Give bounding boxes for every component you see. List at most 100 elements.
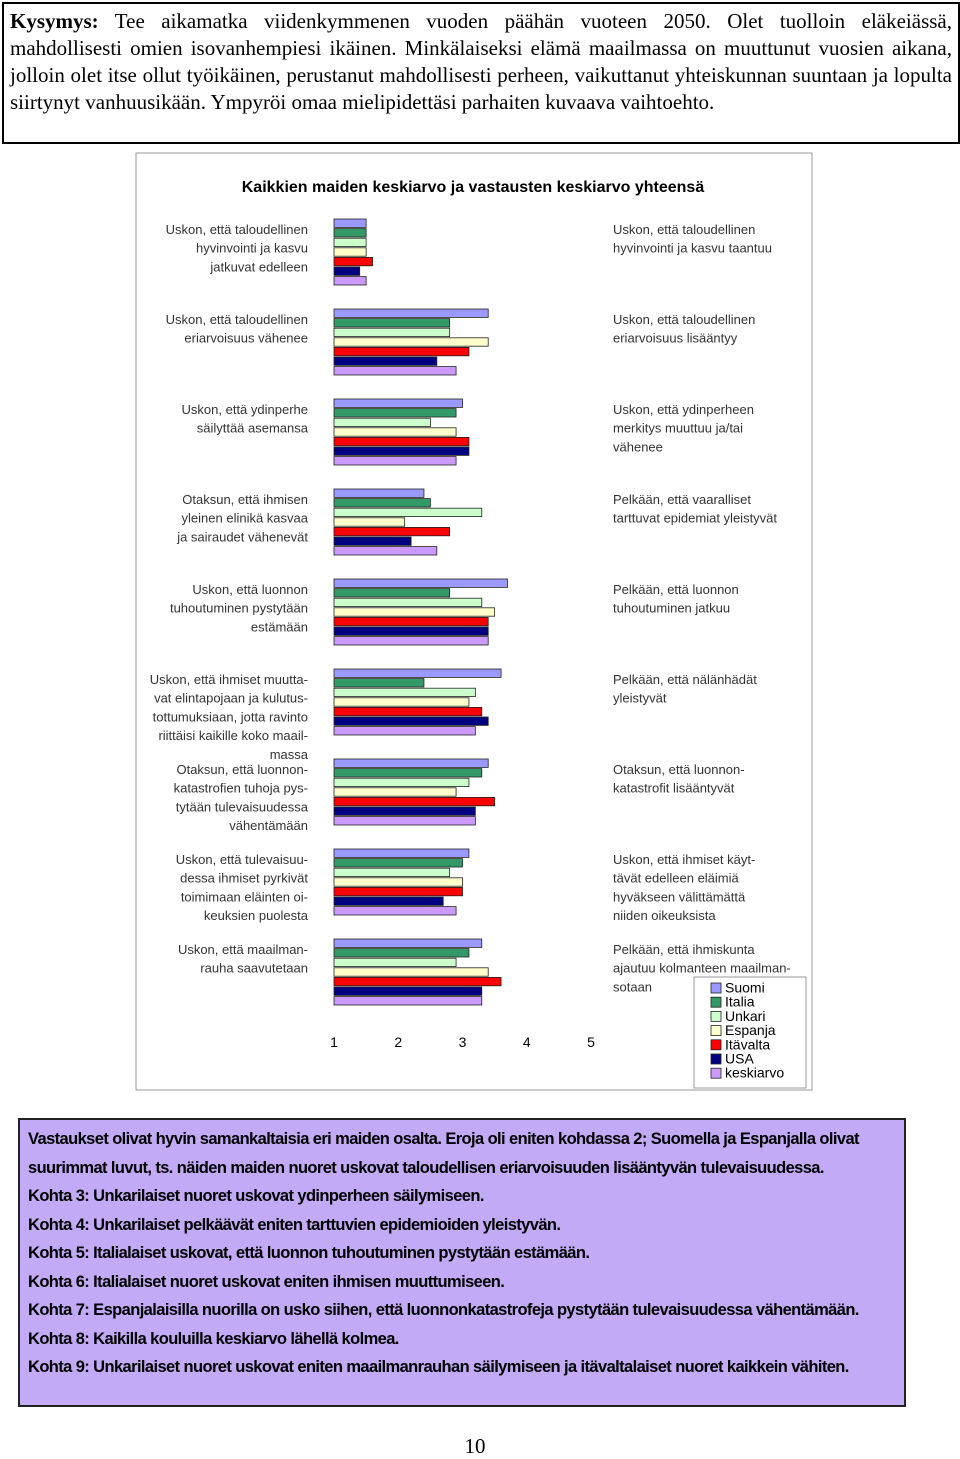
bar (333, 848, 470, 858)
left-label: Otaksun, että luonnon- (176, 762, 308, 777)
legend-label: USA (725, 1051, 754, 1067)
left-label: yleinen elinikä kasvaa (182, 511, 309, 526)
right-label: merkitys muuttuu ja/tai (613, 421, 743, 436)
summary-line: Kohta 7: Espanjalaisilla nuorilla on usk… (28, 1301, 859, 1319)
summary-line: Kohta 4: Unkarilaiset pelkäävät eniten t… (28, 1215, 561, 1234)
bar (333, 337, 489, 347)
bar (333, 687, 476, 698)
bar (333, 498, 431, 508)
left-label: Uskon, että ydinperhe (182, 402, 308, 417)
legend-swatch (710, 982, 722, 994)
bar (333, 758, 489, 768)
right-label: katastrofit lisääntyvät (613, 781, 735, 796)
left-label: Uskon, että tulevaisuu- (176, 852, 308, 867)
bar (333, 877, 463, 887)
right-label: tarttuvat epidemiat yleistyvät (613, 511, 777, 526)
left-label: Uskon, että luonnon (192, 582, 308, 597)
bar (333, 427, 457, 437)
left-label: hyvinvointi ja kasvu (196, 241, 308, 256)
left-label: rauha saavutetaan (200, 961, 308, 976)
right-label: sotaan (613, 979, 652, 994)
left-label: Uskon, että taloudellinen (166, 312, 308, 327)
left-label: toimimaan eläinten oi- (181, 889, 308, 904)
left-label: estämään (251, 619, 308, 634)
right-label: yleistyvät (613, 691, 667, 706)
bar (333, 626, 489, 636)
bar (333, 527, 451, 537)
bar (333, 276, 367, 286)
legend-swatch (710, 996, 722, 1008)
bar (333, 996, 483, 1006)
left-label: keuksien puolesta (204, 908, 309, 923)
right-label: Pelkään, että vaaralliset (613, 492, 751, 507)
bar (333, 716, 489, 726)
right-label: Pelkään, että nälänhädät (613, 672, 757, 687)
right-label: Uskon, että ydinperheen (613, 402, 754, 417)
bar (333, 768, 483, 778)
bar (333, 436, 470, 447)
chart-title: Kaikkien maiden keskiarvo ja vastausten … (242, 179, 705, 196)
bar (333, 256, 373, 267)
summary-line: Kohta 9: Unkarilaiset nuoret uskovat eni… (28, 1358, 849, 1376)
left-label: Otaksun, että ihmisen (182, 492, 308, 507)
right-label: hyväkseen välittämättä (613, 889, 746, 904)
right-label: Uskon, että taloudellinen (613, 222, 755, 237)
summary-box: Vastaukset olivat hyvin samankaltaisia e… (18, 1118, 906, 1407)
bar (333, 957, 457, 968)
bar (333, 668, 502, 678)
legend-label: Unkari (725, 1008, 765, 1024)
left-label: vähentämään (229, 818, 308, 833)
legend-label: Espanja (725, 1022, 776, 1038)
bar (333, 308, 489, 318)
right-label: vähenee (613, 439, 663, 454)
bar (333, 446, 470, 456)
page-number: 10 (464, 1434, 486, 1458)
summary-line: Vastaukset olivat hyvin samankaltaisia e… (28, 1130, 860, 1177)
left-label: Uskon, että maailman- (178, 942, 308, 957)
bar (333, 977, 502, 987)
bar (333, 536, 412, 546)
right-label: tävät edelleen eläimiä (613, 871, 740, 886)
right-label: tuhoutuminen jatkuu (613, 601, 730, 616)
bar (333, 488, 425, 498)
legend-swatch (710, 1067, 722, 1079)
bar (333, 318, 451, 328)
left-label: tuhoutuminen pystytään (170, 601, 308, 616)
legend-label: Italia (725, 994, 755, 1010)
right-label: eriarvoisuus lisääntyy (613, 331, 738, 346)
bar (333, 228, 367, 238)
right-label: ajautuu kolmanteen maailman- (613, 961, 791, 976)
left-label: tottumuksiaan, jotta ravinto (153, 709, 308, 724)
bar (333, 797, 496, 807)
summary-line: Kohta 5: Italialaiset uskovat, että luon… (28, 1244, 590, 1262)
bar (333, 787, 457, 797)
bar (333, 507, 483, 518)
legend-label: Itävalta (725, 1036, 770, 1052)
question-label: Kysymys: (10, 9, 99, 33)
question-box: Kysymys: Tee aikamatka viidenkymmenen vu… (2, 2, 960, 144)
bar (333, 398, 463, 408)
left-label: säilyttää asemansa (197, 421, 309, 436)
right-label: hyvinvointi ja kasvu taantuu (613, 241, 772, 256)
left-label: tytään tulevaisuudessa (176, 799, 309, 814)
chart: Kaikkien maiden keskiarvo ja vastausten … (135, 152, 813, 1091)
bar (333, 726, 476, 736)
left-label: riittäisi kaikille koko maail- (158, 728, 308, 743)
legend-label: keskiarvo (725, 1065, 784, 1081)
right-label: Pelkään, että luonnon (613, 582, 739, 597)
bar (333, 546, 438, 556)
x-tick-label: 4 (523, 1034, 531, 1050)
legend-swatch (710, 1039, 722, 1051)
bar (333, 346, 470, 357)
bar (333, 417, 431, 428)
bar (333, 906, 457, 916)
summary-line: Kohta 3: Unkarilaiset nuoret uskovat ydi… (28, 1187, 484, 1205)
bar (333, 266, 361, 276)
legend-swatch (710, 1025, 722, 1036)
left-label: massa (270, 747, 309, 762)
bar (333, 697, 470, 707)
right-label: Pelkään, että ihmiskunta (613, 942, 755, 957)
bar (333, 597, 483, 608)
legend-label: Suomi (725, 980, 765, 996)
right-label: Otaksun, että luonnon- (613, 762, 745, 777)
